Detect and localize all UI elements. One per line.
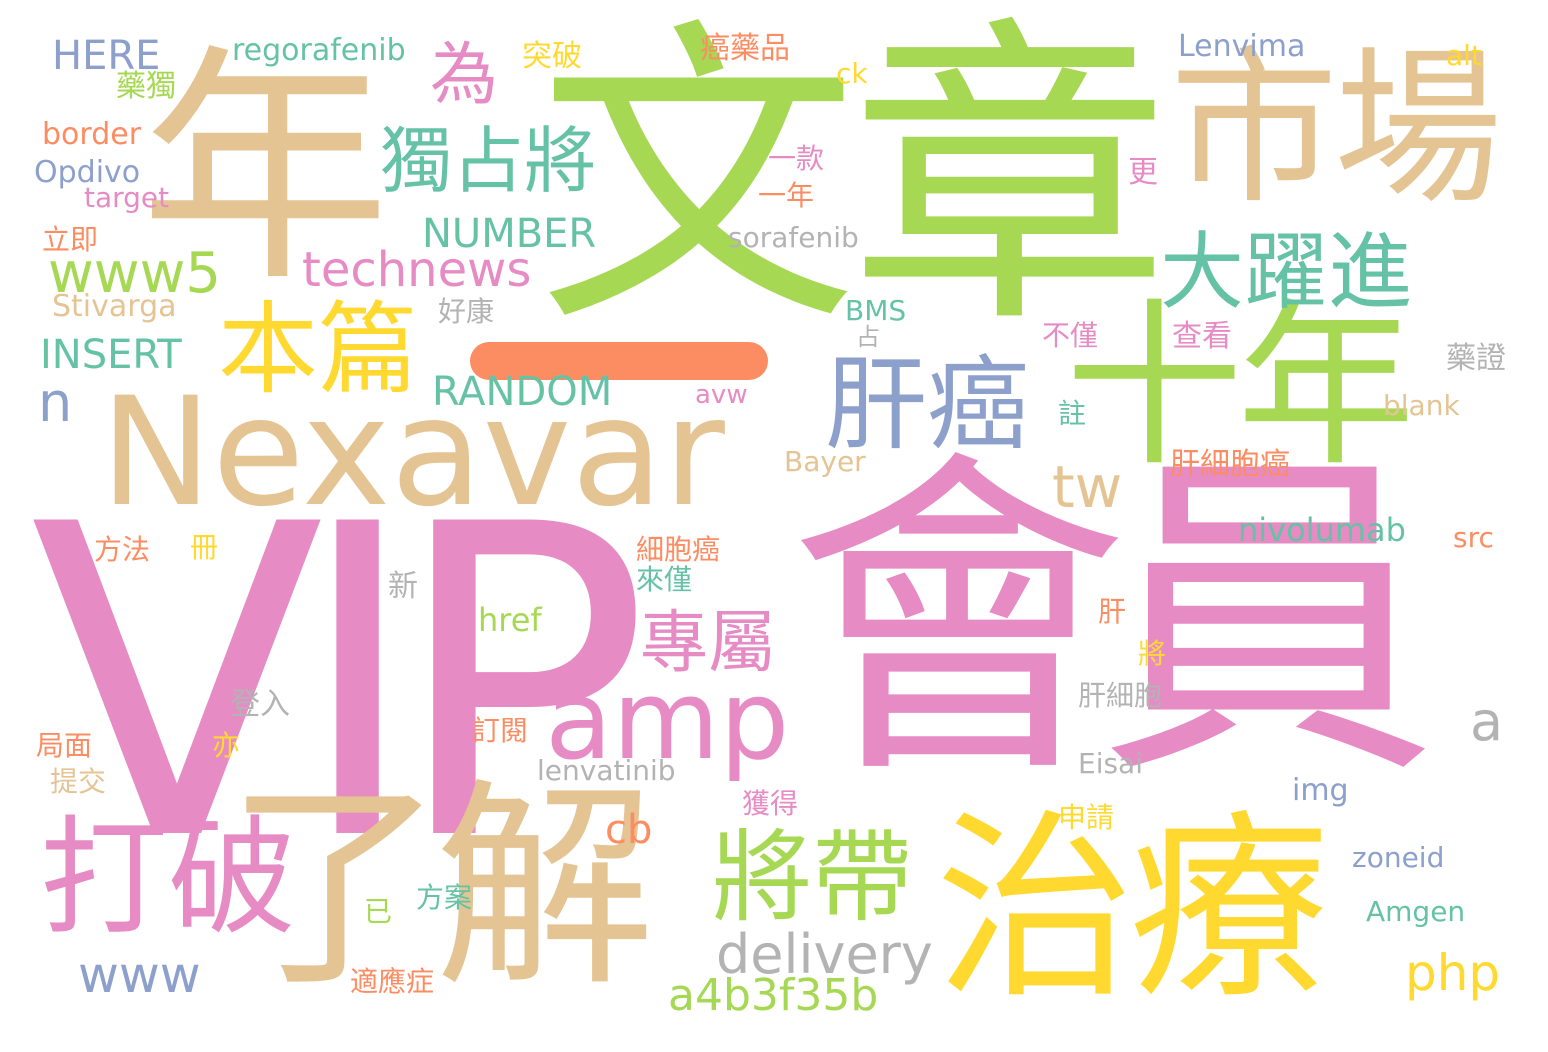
word-random: RANDOM bbox=[432, 369, 613, 415]
word-xibaoai: 細胞癌 bbox=[636, 533, 721, 566]
word-ce: 冊 bbox=[190, 531, 219, 564]
word-haokang: 好康 bbox=[438, 295, 495, 328]
word-aiyaopin: 癌藥品 bbox=[700, 31, 790, 66]
word-number: NUMBER bbox=[422, 211, 597, 257]
word-tijiao: 提交 bbox=[50, 765, 107, 798]
word-lenvima: Lenvima bbox=[1178, 29, 1306, 64]
word-shiyingzheng: 適應症 bbox=[350, 965, 435, 998]
word-amgen: Amgen bbox=[1366, 895, 1466, 928]
word-ganxibao: 肝細胞 bbox=[1078, 679, 1163, 712]
word-n: n bbox=[38, 371, 73, 434]
word-laijin: 來僅 bbox=[636, 563, 693, 596]
word-tw: tw bbox=[1052, 453, 1123, 521]
word-nivolumab: nivolumab bbox=[1238, 511, 1406, 549]
word-benpian: 本篇 bbox=[218, 291, 418, 408]
word-a4b3f35b: a4b3f35b bbox=[668, 970, 879, 1021]
word-zoneid: zoneid bbox=[1352, 841, 1445, 874]
word-ganxibaoai: 肝細胞癌 bbox=[1170, 447, 1290, 482]
word-delivery: delivery bbox=[716, 923, 933, 986]
word-nian: 年 bbox=[140, 24, 390, 315]
word-insert: INSERT bbox=[40, 332, 182, 378]
word-jiangdai: 將帶 bbox=[712, 819, 912, 936]
word-fangan: 方案 bbox=[416, 881, 473, 914]
word-technews: technews bbox=[302, 242, 532, 298]
word-shichang: 市場 bbox=[1170, 31, 1502, 227]
word-liji: 立即 bbox=[42, 223, 99, 256]
word-nexavar: Nexavar bbox=[100, 366, 725, 540]
word-ganai: 肝癌 bbox=[825, 346, 1029, 465]
word-geng: 更 bbox=[1128, 155, 1158, 190]
word-dengru: 登入 bbox=[230, 687, 290, 722]
word-sorafenib: sorafenib bbox=[728, 221, 859, 254]
word-huode: 獲得 bbox=[742, 787, 799, 820]
orange-bar-mark bbox=[470, 342, 768, 380]
word-opdivo: Opdivo bbox=[34, 155, 141, 190]
word-duzhanjiang: 獨占將 bbox=[380, 119, 597, 203]
word-php: php bbox=[1405, 944, 1501, 1002]
word-yaodu: 藥獨 bbox=[116, 69, 176, 104]
word-wei: 為 bbox=[430, 36, 499, 115]
word-zhuanshu: 專屬 bbox=[640, 604, 777, 683]
word-regorafenib: regorafenib bbox=[232, 33, 406, 68]
word-www5: www5 bbox=[48, 241, 222, 306]
word-dingyue: 訂閱 bbox=[472, 714, 529, 747]
word-ck: ck bbox=[836, 57, 868, 90]
word-stivarga: Stivarga bbox=[52, 289, 177, 324]
word-lenvatinib: lenvatinib bbox=[537, 754, 676, 787]
word-gan: 肝 bbox=[1098, 595, 1127, 628]
word-zhu: 註 bbox=[1058, 397, 1087, 430]
word-blank: blank bbox=[1383, 389, 1460, 422]
word-dapo: 打破 bbox=[40, 804, 297, 953]
word-src: src bbox=[1453, 521, 1494, 554]
word-bayer: Bayer bbox=[784, 445, 866, 478]
word-bujin: 不僅 bbox=[1042, 319, 1099, 352]
word-wenzhang: 文章 bbox=[538, 0, 1170, 366]
word-liaojie: 了解 bbox=[225, 760, 655, 1016]
word-a: a bbox=[1470, 690, 1504, 753]
word-tupo: 突破 bbox=[522, 39, 582, 74]
word-avw: avw bbox=[695, 380, 748, 410]
word-yi: 亦 bbox=[212, 729, 241, 762]
word-yi2: 已 bbox=[364, 895, 393, 928]
word-amp: amp bbox=[545, 656, 790, 784]
word-huiyuan: 會員 bbox=[788, 424, 1438, 820]
word-zhan: 占 bbox=[856, 323, 880, 351]
word-fangfa: 方法 bbox=[94, 533, 151, 566]
word-dayuejin: 大躍進 bbox=[1160, 223, 1413, 321]
word-yaozheng: 藥證 bbox=[1446, 341, 1506, 376]
word-href: href bbox=[478, 601, 542, 639]
word-alt: alt bbox=[1446, 39, 1482, 72]
word-vip: VIP bbox=[30, 435, 650, 935]
word-jiang: 將 bbox=[1138, 637, 1167, 670]
word-border: border bbox=[42, 117, 142, 152]
word-yinian: 一年 bbox=[758, 179, 815, 212]
word-jumian: 局面 bbox=[36, 729, 93, 762]
word-yikuan: 一款 bbox=[768, 142, 825, 175]
word-shenqing: 申請 bbox=[1058, 801, 1115, 834]
word-www: www bbox=[78, 946, 201, 1004]
word-target: target bbox=[84, 181, 170, 214]
word-cb: cb bbox=[605, 807, 653, 853]
word-shinian: 十年 bbox=[1065, 283, 1415, 490]
word-img: img bbox=[1292, 773, 1349, 808]
word-xin: 新 bbox=[388, 569, 418, 604]
word-zhiliao: 治療 bbox=[935, 793, 1329, 1026]
word-bms: BMS bbox=[845, 294, 907, 327]
word-chakan: 查看 bbox=[1172, 319, 1232, 354]
word-eisai: Eisai bbox=[1078, 747, 1143, 780]
word-here: HERE bbox=[52, 33, 161, 79]
